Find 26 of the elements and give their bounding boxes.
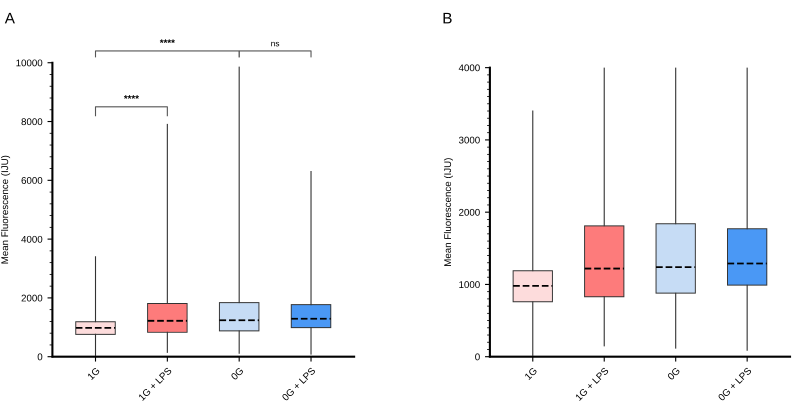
y-tick-label: 2000 [459,208,480,216]
text: ns [271,42,280,46]
y-tick-label: 4000 [21,236,42,243]
x-tick-label: 0G [230,367,244,380]
text: **** [160,39,175,43]
y-tick-label: 4000 [458,64,480,72]
y-tick-label: 8000 [21,118,42,126]
text: A [4,12,15,24]
y-tick-label: 10000 [16,59,42,66]
x-tick-label: 1G [524,367,538,380]
y-tick-label: 1000 [459,281,480,288]
x-tick-label: 1G + LPS [138,366,172,401]
y-tick-label: 3000 [458,136,480,144]
y-tick-label: 6000 [22,177,42,184]
x-tick-label: 1G + LPS [574,366,609,401]
y-axis-title: Mean Fluorescence (IJU) [444,158,453,266]
text: B [444,12,452,24]
y-axis-title: Mean Fluorescence (IJU) [1,156,10,264]
x-tick-label: 1G [87,367,100,380]
y-tick-label: 2000 [22,294,42,302]
annotation: **** [124,95,139,99]
y-tick-label: 0 [38,353,42,360]
x-tick-label: 0G + LPS [718,366,752,402]
x-tick-label: 0G + LPS [281,366,316,402]
x-tick-label: 0G [666,367,680,380]
y-tick-label: 0 [475,353,480,360]
